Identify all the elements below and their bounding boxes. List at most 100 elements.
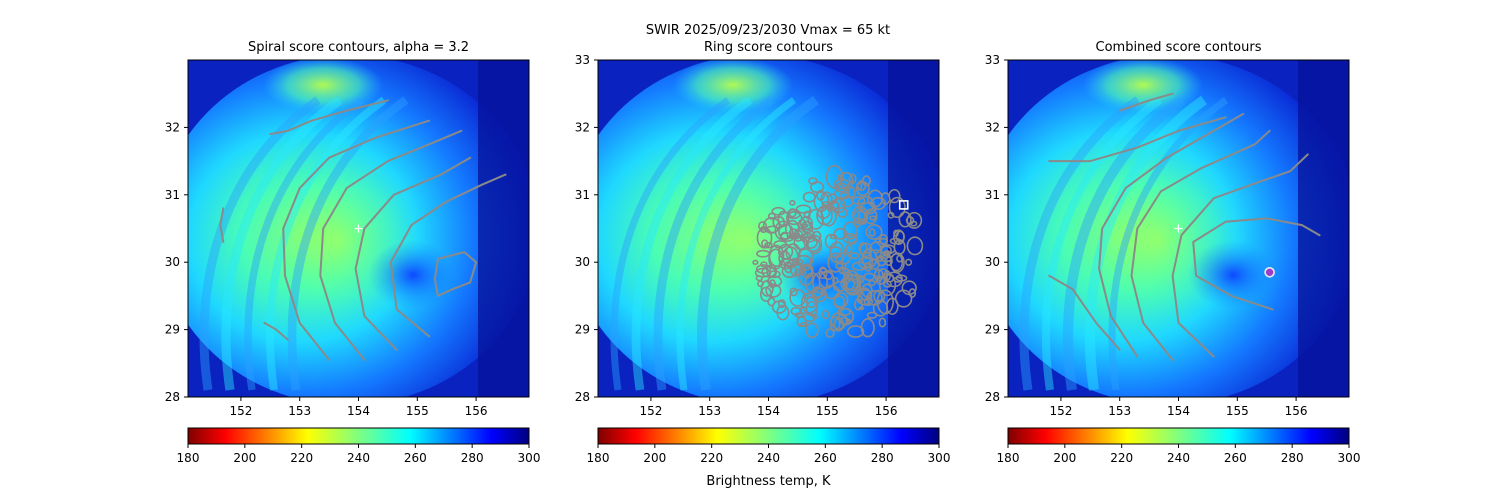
x-tick-label: 153: [1108, 404, 1131, 418]
ring-contour: [835, 262, 847, 270]
ring-contour: [842, 221, 859, 240]
rain-band: [199, 96, 321, 391]
ring-contour: [795, 204, 812, 214]
colorbar-tick-label: 200: [1053, 451, 1076, 465]
x-tick-label: 156: [875, 404, 898, 418]
ring-contour: [850, 273, 862, 284]
rain-band: [244, 96, 365, 391]
ring-contour: [885, 297, 899, 315]
rain-band: [1062, 95, 1185, 391]
colorbar-tick-label: 280: [871, 451, 894, 465]
ring-contour: [865, 224, 883, 240]
x-tick-label: 155: [406, 404, 429, 418]
ring-contour: [821, 309, 830, 320]
ring-contour: [778, 250, 791, 266]
ring-contour: [863, 208, 878, 225]
ring-contour: [805, 237, 821, 253]
contour-line: [389, 173, 507, 338]
north-cloud: [673, 60, 793, 113]
ring-contour: [833, 292, 849, 308]
panel-3: Combined score contours 152 153 154 155 156 28…: [985, 40, 1361, 465]
x-tick-label: 153: [288, 404, 311, 418]
ring-contour: [872, 249, 880, 254]
contour-line: [433, 251, 478, 297]
ring-contour: [836, 307, 851, 317]
y-tick-label: 31: [165, 188, 180, 202]
ring-contour: [840, 316, 850, 325]
ring-contour: [820, 203, 838, 227]
ring-contour: [757, 280, 764, 288]
ring-contour: [906, 211, 923, 229]
ring-contour: [802, 191, 817, 203]
ring-contour: [778, 258, 795, 270]
ring-contour: [870, 196, 887, 210]
ring-contour: [868, 228, 876, 238]
y-tick-label: 31: [575, 188, 590, 202]
ring-contour: [846, 325, 865, 338]
x-tick-label: 155: [816, 404, 839, 418]
ring-contour: [816, 206, 831, 219]
satellite-image: [188, 60, 529, 397]
ring-contour: [857, 218, 868, 225]
ring-contour: [883, 280, 892, 288]
ring-contour: [818, 266, 828, 280]
ring-contour: [812, 271, 828, 294]
ring-contour: [768, 270, 781, 279]
colorbar-tick-label: 220: [290, 451, 313, 465]
ring-contour: [805, 296, 817, 309]
contour-line: [219, 207, 225, 243]
ring-contour: [765, 283, 782, 298]
ring-contour: [758, 221, 768, 231]
ring-contour: [767, 297, 776, 307]
colorbar: 180 200 220 240 260 280 300 Brightness temp, K: [587, 427, 950, 489]
center-marker: [1174, 224, 1183, 233]
ring-contour: [796, 316, 807, 328]
x-tick-label: 155: [1226, 404, 1249, 418]
ring-contour: [755, 275, 763, 282]
y-tick-label: 29: [575, 323, 590, 337]
ring-contour: [828, 246, 843, 259]
ring-contour: [866, 311, 878, 319]
ring-contour: [802, 223, 809, 228]
ring-contour: [789, 288, 807, 307]
contour-line: [1048, 116, 1227, 163]
rain-band: [1084, 95, 1207, 391]
colorbar-tick-label: 240: [757, 451, 780, 465]
ring-contour: [798, 306, 808, 315]
ring-contour: [762, 216, 781, 234]
colorbar-tick-label: 180: [177, 451, 200, 465]
contour-line: [263, 321, 289, 341]
ring-contour: [774, 220, 792, 241]
rain-band: [610, 97, 731, 391]
ring-contour: [808, 177, 818, 185]
ring-contour: [895, 230, 905, 243]
contour-line: [269, 99, 389, 136]
ring-contour: [842, 232, 858, 244]
x-tick-label: 152: [1049, 404, 1072, 418]
y-tick-label: 30: [575, 255, 590, 269]
y-tick-label: 28: [575, 390, 590, 404]
colorbar: 180 200 220 240 260 280 300: [997, 427, 1360, 465]
ring-contour: [785, 219, 800, 240]
ring-contour: [756, 226, 773, 249]
rain-band: [221, 96, 343, 391]
ring-contour: [906, 236, 924, 256]
rain-band: [1019, 96, 1141, 391]
colorbar-tick-label: 200: [233, 451, 256, 465]
warm-core: [368, 240, 458, 310]
ring-contour: [868, 279, 876, 287]
x-tick-label: 154: [1167, 404, 1190, 418]
ring-contours: [752, 164, 924, 339]
contour-line: [319, 129, 463, 361]
colorbar-tick-label: 180: [587, 451, 610, 465]
ring-contour: [825, 328, 835, 338]
rain-band: [287, 96, 409, 391]
ring-contour: [876, 255, 884, 262]
y-tick-label: 28: [165, 390, 180, 404]
ring-contour: [896, 254, 904, 263]
x-tick-label: 154: [757, 404, 780, 418]
max-score-square: [898, 200, 909, 210]
colorbar-tick-label: 240: [347, 451, 370, 465]
y-tick-label: 33: [985, 53, 1000, 67]
ring-contour: [776, 304, 790, 321]
